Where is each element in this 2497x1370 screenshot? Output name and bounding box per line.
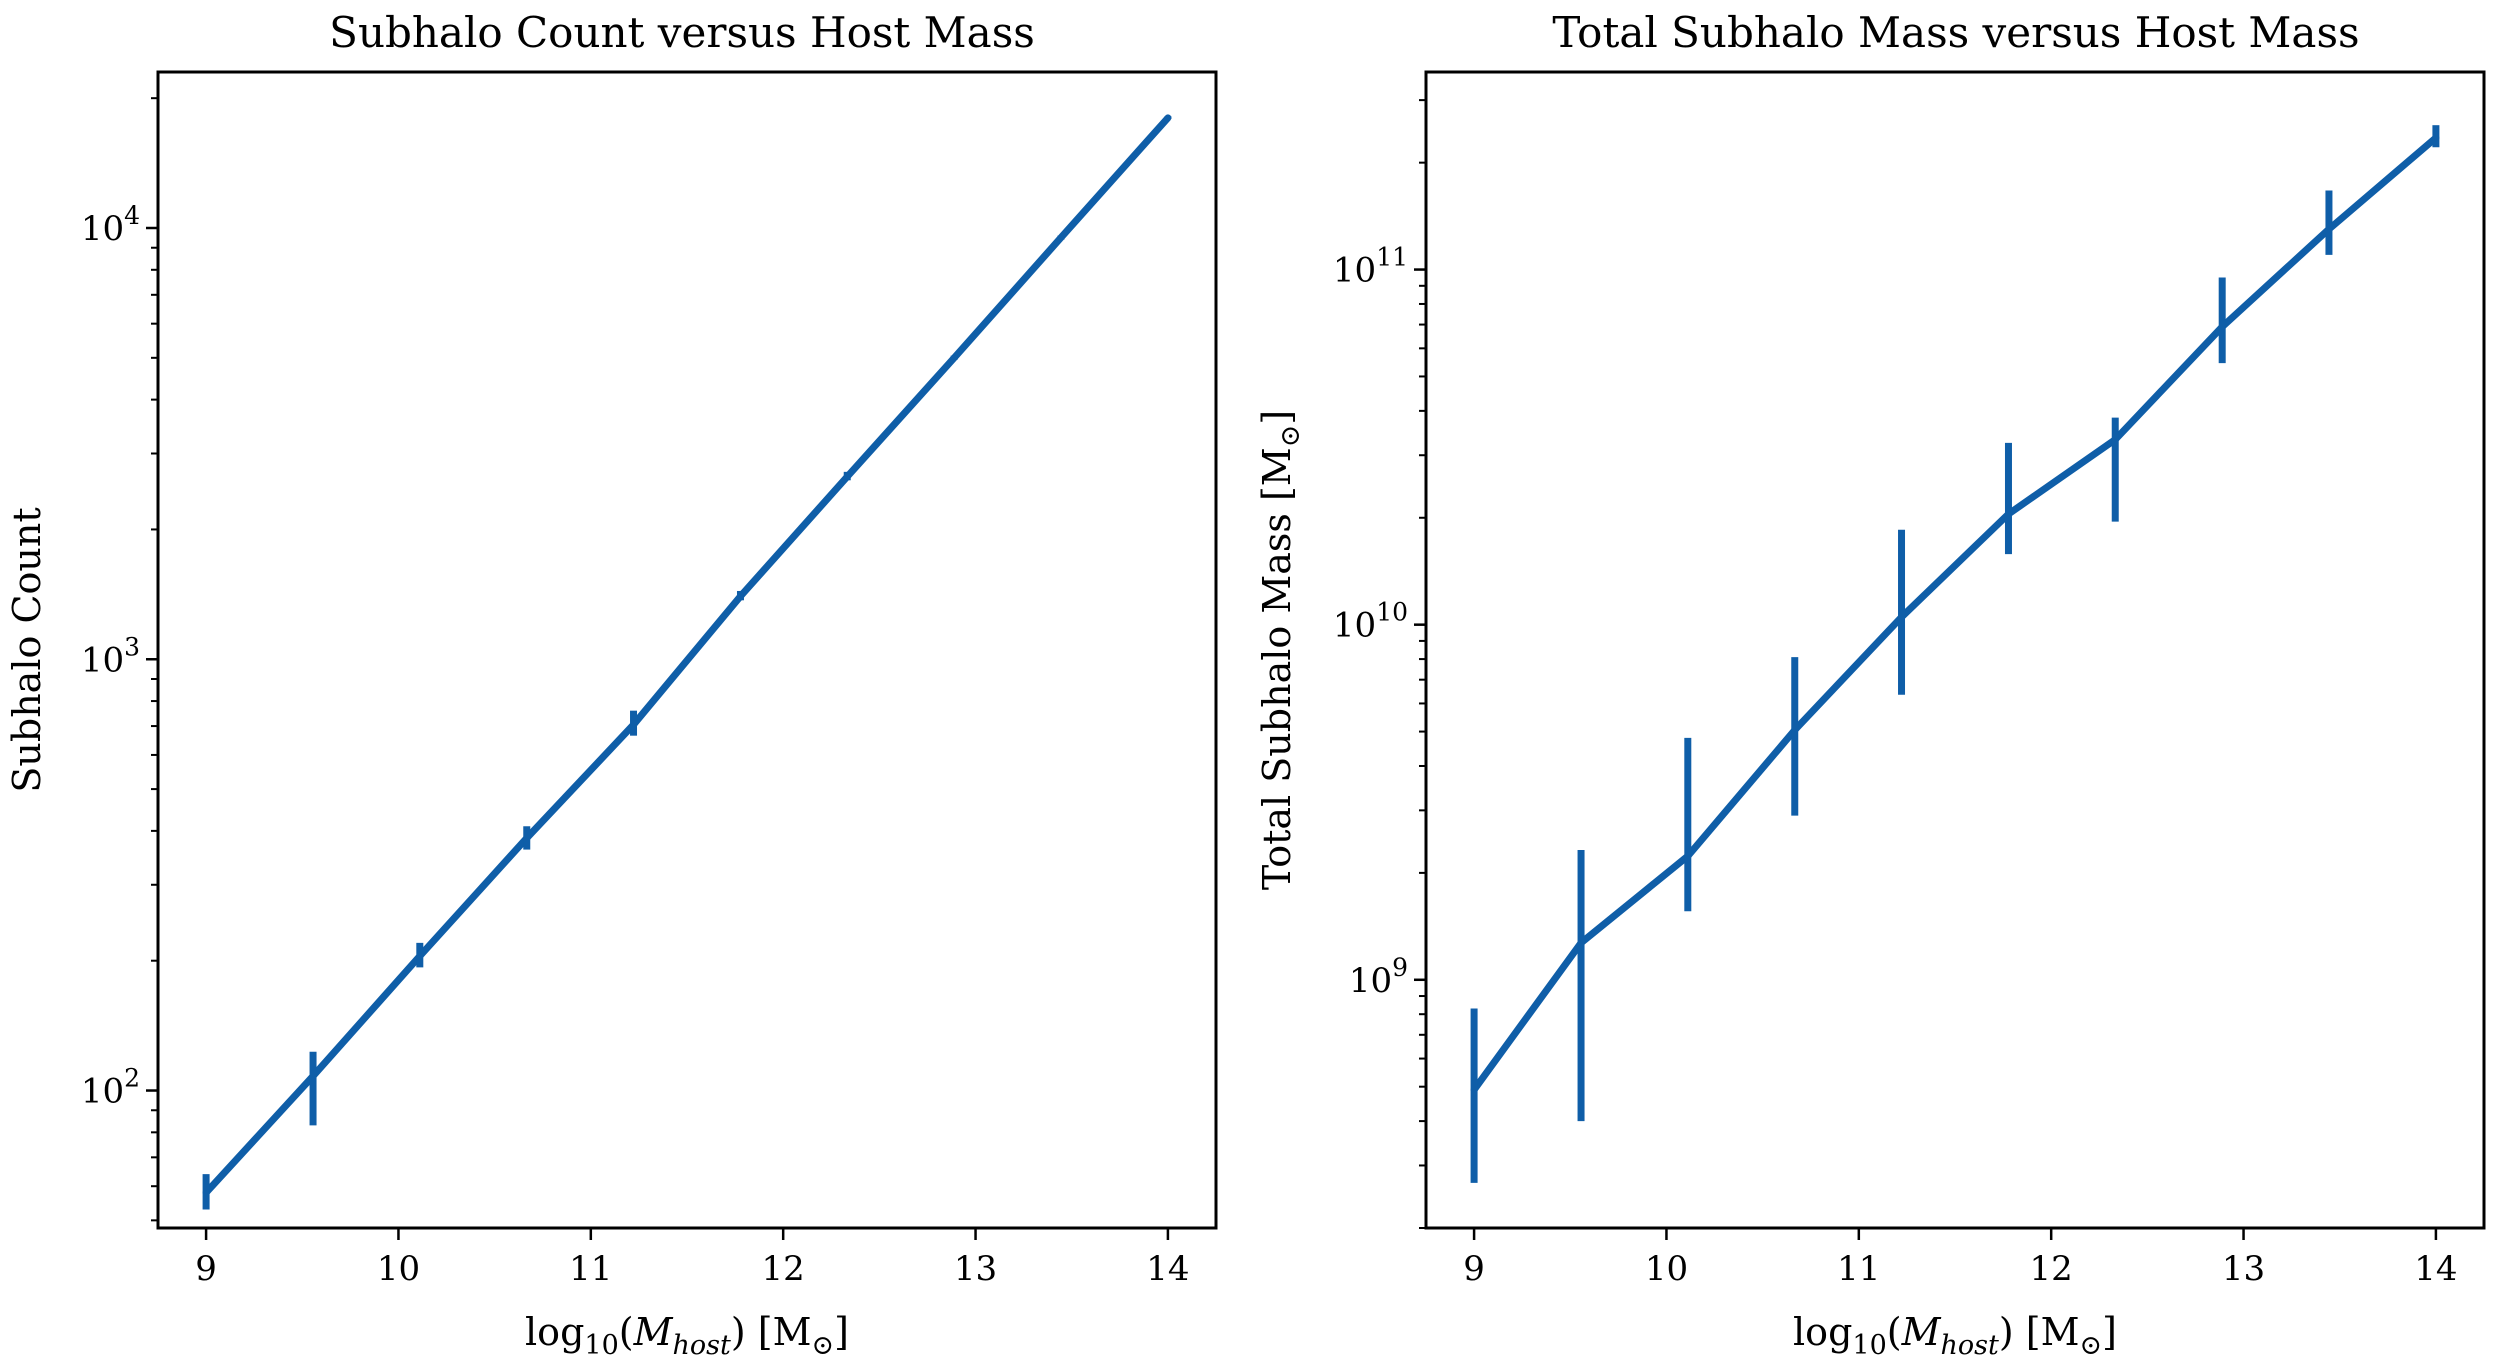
data-layer (1470, 125, 2440, 1183)
x-tick-label: 10 (377, 1249, 420, 1289)
plot-frame (1424, 70, 2486, 1230)
y-tick-label: 1011 (1333, 243, 1408, 291)
x-tick-label: 14 (1146, 1249, 1189, 1289)
series-line (202, 114, 1172, 1197)
x-axis-label-subscript-sun: ⊙ (2080, 1330, 2103, 1361)
x-axis-label-subscript-host: host (673, 1330, 732, 1361)
data-layer (202, 114, 1172, 1210)
x-tick-label: 14 (2414, 1249, 2457, 1289)
x-axis-label: log10(Mhost) [M⊙] (525, 1310, 849, 1361)
subhalo-count-panel: Subhalo Count versus Host Mass 9 10 11 12 13… (5, 8, 1218, 1361)
y-tick-label: 103 (81, 632, 140, 680)
chart-title: Subhalo Count versus Host Mass (329, 8, 1035, 57)
y-tick-label: 1010 (1333, 598, 1408, 646)
x-tick-label: 12 (2030, 1249, 2073, 1289)
x-axis-label-subscript-sun: ⊙ (812, 1330, 835, 1361)
y-tick-label: 102 (81, 1064, 140, 1112)
y-axis-label: Subhalo Count (5, 507, 49, 792)
x-axis-label: log10(Mhost) [M⊙] (1793, 1310, 2117, 1361)
x-axis-label-subscript: 10 (584, 1330, 618, 1361)
ticks-layer: 9 10 11 12 13 14 102 103 104 (81, 97, 1190, 1289)
plot-frame (156, 70, 1218, 1230)
y-tick-label: 104 (81, 201, 140, 249)
x-tick-label: 10 (1645, 1249, 1688, 1289)
x-tick-label: 13 (2222, 1249, 2265, 1289)
x-tick-label: 12 (762, 1249, 805, 1289)
x-tick-label: 13 (954, 1249, 997, 1289)
y-tick-label: 109 (1349, 953, 1408, 1001)
series-line (1470, 134, 2440, 1094)
y-axis-label-subscript-sun: ⊙ (1275, 425, 1306, 448)
x-tick-label: 11 (1837, 1249, 1880, 1289)
x-tick-label: 11 (569, 1249, 612, 1289)
x-axis-label-subscript-host: host (1941, 1330, 2000, 1361)
total-subhalo-mass-panel: Total Subhalo Mass versus Host Mass 9 10 1… (1255, 8, 2486, 1361)
x-tick-label: 9 (195, 1249, 217, 1289)
x-axis-label-subscript: 10 (1852, 1330, 1886, 1361)
y-axis-label: Total Subhalo Mass [M⊙] (1255, 410, 1306, 890)
chart-title: Total Subhalo Mass versus Host Mass (1552, 8, 2359, 57)
x-tick-label: 9 (1463, 1249, 1485, 1289)
